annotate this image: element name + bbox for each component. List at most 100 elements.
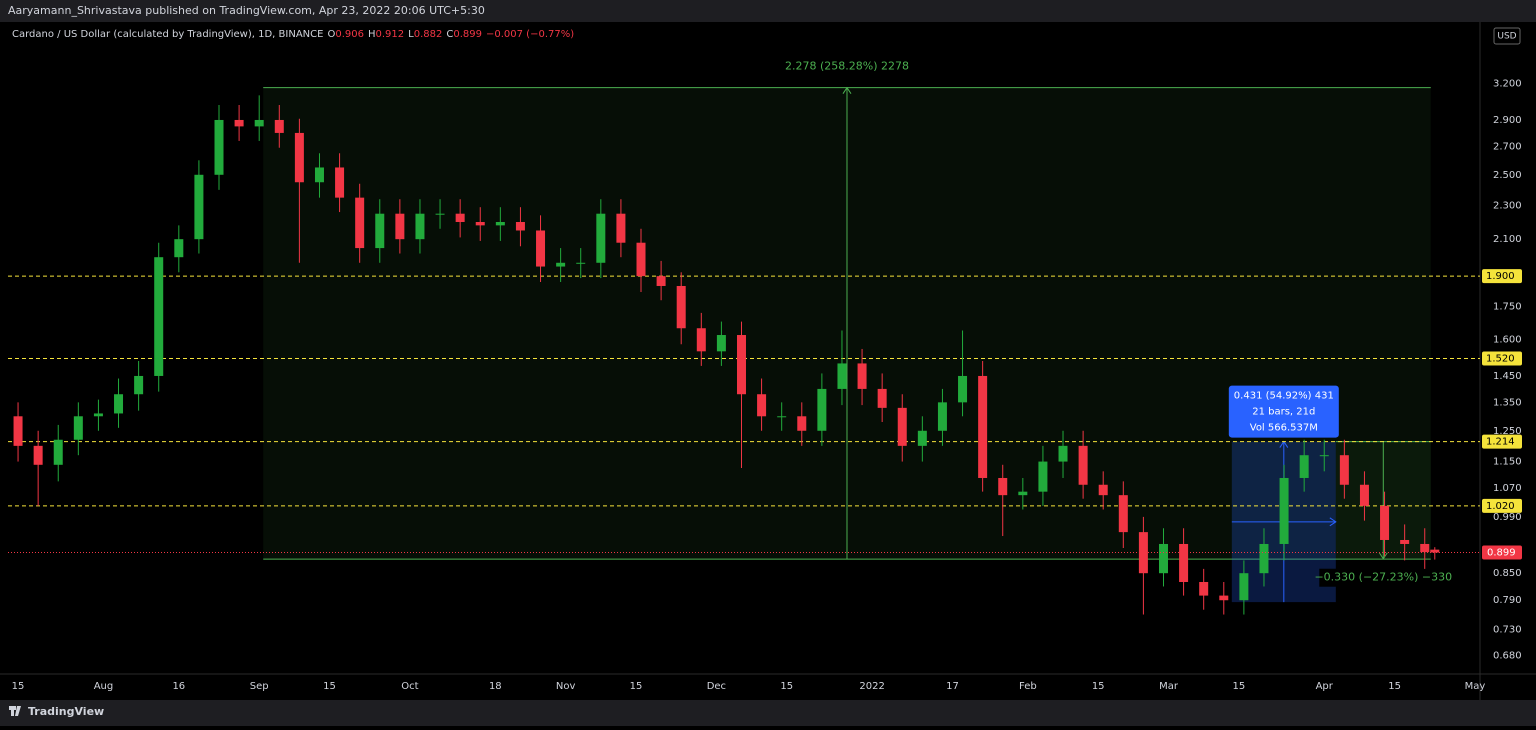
candle-body xyxy=(495,221,505,226)
candle-body xyxy=(998,477,1008,496)
plot: 3.200 2.900 2.700 2.500 2.300 2.100 1.750 1.600… xyxy=(8,60,1522,692)
x-tick-label: 15 xyxy=(323,681,336,692)
measure-label: 21 bars, 21d xyxy=(1252,407,1315,418)
candle-body xyxy=(375,213,385,249)
y-tick-label: 1.070 xyxy=(1493,483,1522,494)
y-tick-label: 0.790 xyxy=(1493,595,1522,606)
arrow-head xyxy=(1329,517,1337,527)
candle-body xyxy=(214,119,224,175)
candle-body xyxy=(877,388,887,408)
candle-body xyxy=(1179,543,1189,582)
candle-body xyxy=(53,439,63,465)
candle-body xyxy=(1420,543,1430,553)
y-tick-label: 0.680 xyxy=(1493,651,1522,662)
level-label: 1.214 xyxy=(1486,437,1515,448)
y-tick-label: 1.450 xyxy=(1493,371,1522,382)
candle-body xyxy=(556,262,566,267)
candle-body xyxy=(1078,445,1088,485)
ohlc-key: H xyxy=(368,29,376,40)
legend-line: Cardano / US Dollar (calculated by Tradi… xyxy=(12,29,574,40)
candle-body xyxy=(1339,455,1349,485)
candle-body xyxy=(1098,484,1108,496)
x-tick-label: Oct xyxy=(401,681,418,692)
x-tick-label: 15 xyxy=(1388,681,1401,692)
level-label: 1.900 xyxy=(1486,271,1515,282)
x-tick-label: May xyxy=(1465,681,1486,692)
x-tick-label: Apr xyxy=(1316,681,1334,692)
measure-label: Vol 566.537M xyxy=(1250,423,1318,434)
symbol-title: Cardano / US Dollar (calculated by Tradi… xyxy=(12,29,323,40)
candle-body xyxy=(114,394,124,414)
candle-body xyxy=(13,416,23,446)
candle-body xyxy=(73,416,83,440)
y-tick-label: 3.200 xyxy=(1493,79,1522,90)
y-tick-label: 1.250 xyxy=(1493,426,1522,437)
y-tick-label: 0.730 xyxy=(1493,624,1522,635)
candle-body xyxy=(1118,495,1128,533)
y-tick-label: 0.990 xyxy=(1493,512,1522,523)
y-tick-label: 2.900 xyxy=(1493,115,1522,126)
top-bar xyxy=(0,0,1536,22)
candle-body xyxy=(314,167,324,183)
candle-body xyxy=(596,213,606,263)
candle-body xyxy=(1299,455,1309,478)
ohlc-value: 0.899 xyxy=(453,29,482,40)
ohlc-value: 0.906 xyxy=(335,29,364,40)
candle-body xyxy=(616,213,626,243)
candle-body xyxy=(897,407,907,446)
candle-body xyxy=(515,221,525,231)
candle-body xyxy=(797,416,807,431)
measure-label-box xyxy=(1228,385,1339,438)
currency[interactable]: USD xyxy=(1497,32,1516,42)
candle-body xyxy=(154,257,164,376)
last-price-tag xyxy=(1482,545,1522,560)
y-tick-label: 2.100 xyxy=(1493,234,1522,245)
x-tick-label: 16 xyxy=(172,681,185,692)
candle-body xyxy=(435,213,445,215)
candle-body xyxy=(234,119,244,127)
candle-body xyxy=(1239,573,1249,601)
last-price-label: 0.899 xyxy=(1487,548,1516,559)
x-tick-label: Feb xyxy=(1019,681,1037,692)
arrow-head xyxy=(842,86,852,94)
candle-body xyxy=(1018,491,1028,496)
candle-body xyxy=(33,445,43,465)
candle-body xyxy=(1138,532,1148,574)
logo xyxy=(9,706,21,716)
x-tick-label: 15 xyxy=(630,681,643,692)
measure-label: 2.278 (258.28%) 2278 xyxy=(785,60,909,73)
y-tick-label: 0.850 xyxy=(1493,568,1522,579)
candle-body xyxy=(736,335,746,395)
candle-body xyxy=(636,242,646,277)
x-tick-label: 15 xyxy=(780,681,793,692)
candle-body xyxy=(455,213,465,222)
ohlc-value: 0.912 xyxy=(376,29,405,40)
candle-body xyxy=(958,375,968,403)
level-tag xyxy=(1482,434,1522,449)
bottom-bar xyxy=(0,700,1536,726)
x-tick-label: 15 xyxy=(1232,681,1245,692)
x-tick-label: 15 xyxy=(1092,681,1105,692)
candle-body xyxy=(1259,543,1269,574)
candle-body xyxy=(978,375,988,478)
candle-body xyxy=(1430,549,1440,553)
candle-body xyxy=(415,213,425,240)
x-tick-label: 18 xyxy=(489,681,502,692)
chart-pane xyxy=(0,22,1536,700)
y-tick-label: 2.700 xyxy=(1493,141,1522,152)
candle-body xyxy=(1219,595,1229,601)
candle-body xyxy=(1400,539,1410,544)
candle-body xyxy=(475,221,485,226)
candle-body xyxy=(174,239,184,258)
x-tick-label: Aug xyxy=(94,681,114,692)
currency-box[interactable] xyxy=(1493,27,1521,45)
candle-body xyxy=(696,328,706,352)
candle-body xyxy=(1058,445,1068,462)
level-tag xyxy=(1482,498,1522,513)
level-label: 1.020 xyxy=(1486,501,1515,512)
candle-body xyxy=(294,132,304,183)
y-tick-label: 2.500 xyxy=(1493,170,1522,181)
candle-body xyxy=(536,230,546,267)
candle-body xyxy=(656,276,666,286)
